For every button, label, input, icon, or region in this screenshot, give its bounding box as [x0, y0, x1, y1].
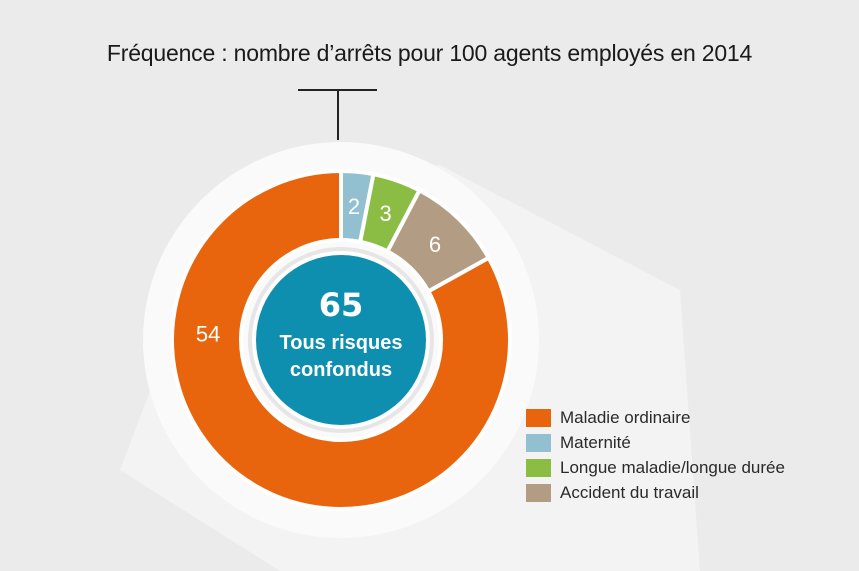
slice-maladie-ordinaire [170, 168, 512, 511]
legend-label: Maladie ordinaire [560, 407, 691, 427]
legend-item: Maladie ordinaire [526, 405, 785, 430]
slice-value-label: 6 [429, 232, 441, 257]
slice-value-label: 2 [348, 194, 360, 219]
legend-label: Maternité [560, 432, 631, 452]
legend-swatch [526, 483, 551, 502]
legend-swatch [526, 433, 551, 452]
chart-title: Fréquence : nombre d’arrêts pour 100 age… [106, 40, 753, 66]
total-label-line2: confondus [290, 359, 392, 381]
legend-label: Accident du travail [560, 482, 699, 502]
legend: Maladie ordinaire Maternité Longue maladie… [526, 405, 785, 505]
legend-swatch [526, 408, 551, 427]
slice-value-label: 3 [380, 201, 392, 226]
legend-label: Longue maladie/longue durée [560, 457, 785, 477]
legend-item: Maternité [526, 430, 785, 455]
center-circle [256, 255, 426, 425]
legend-swatch [526, 458, 551, 477]
total-label-line1: Tous risques [280, 332, 403, 354]
total-value: 65 [319, 286, 364, 324]
slice-value-label: 54 [196, 321, 220, 346]
legend-item: Longue maladie/longue durée [526, 455, 785, 480]
legend-item: Accident du travail [526, 480, 785, 505]
